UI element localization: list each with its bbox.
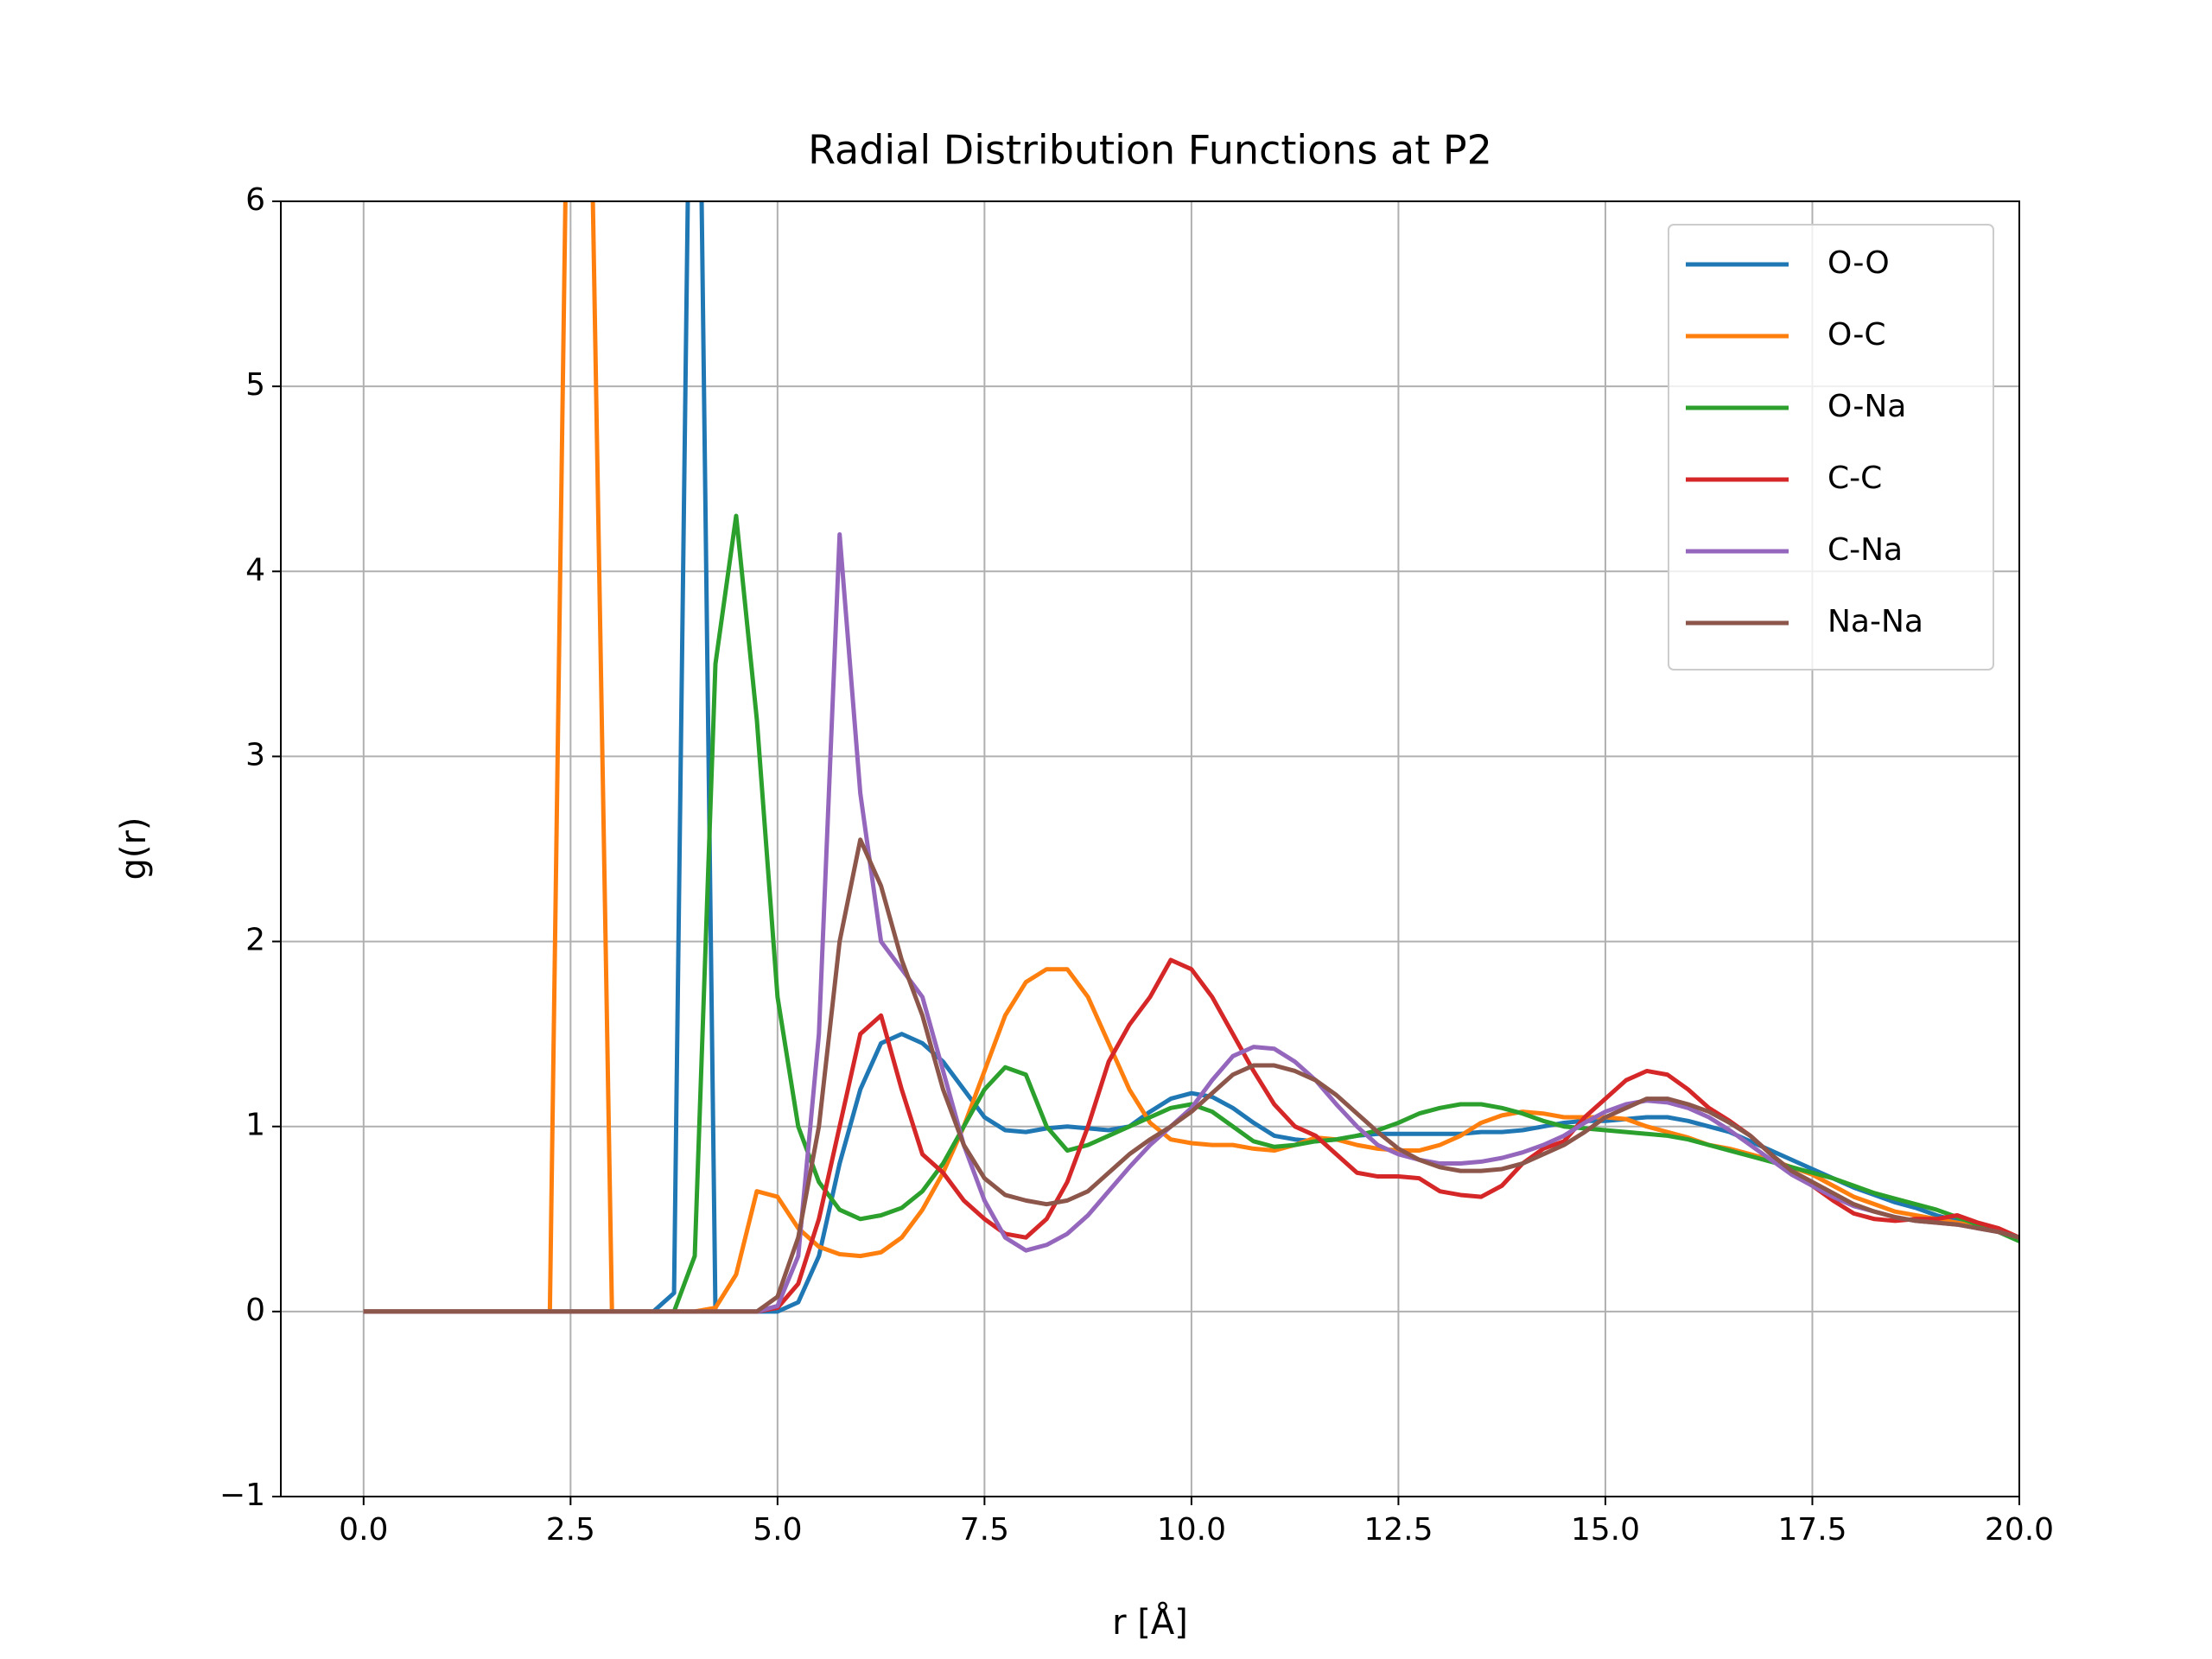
legend-label: Na-Na bbox=[1827, 604, 1923, 639]
y-tick-label: 4 bbox=[245, 552, 265, 588]
x-tick-label: 17.5 bbox=[1777, 1512, 1847, 1548]
y-tick-label: −1 bbox=[219, 1478, 265, 1513]
legend-label: O-Na bbox=[1827, 389, 1906, 424]
legend-label: O-O bbox=[1827, 245, 1890, 281]
x-tick-label: 5.0 bbox=[753, 1512, 802, 1548]
x-tick-label: 0.0 bbox=[339, 1512, 388, 1548]
plot-area bbox=[363, 201, 2019, 1314]
x-tick-label: 12.5 bbox=[1363, 1512, 1433, 1548]
chart-title: Radial Distribution Functions at P2 bbox=[808, 127, 1492, 174]
legend-label: C-C bbox=[1827, 461, 1882, 496]
axes-frame bbox=[280, 200, 2020, 1497]
x-tick-label: 7.5 bbox=[960, 1512, 1009, 1548]
legend-label: O-C bbox=[1827, 317, 1885, 353]
x-tick-label: 20.0 bbox=[1985, 1512, 2054, 1548]
x-tick-label: 15.0 bbox=[1571, 1512, 1640, 1548]
y-tick-label: 6 bbox=[245, 182, 265, 218]
x-axis-label: r [Å] bbox=[1112, 1601, 1188, 1643]
y-tick-label: 0 bbox=[245, 1293, 265, 1328]
x-tick-label: 10.0 bbox=[1157, 1512, 1226, 1548]
series-line bbox=[363, 837, 2019, 1314]
x-tick-label: 2.5 bbox=[546, 1512, 595, 1548]
y-tick-label: 1 bbox=[245, 1108, 265, 1143]
y-axis-label: g(r) bbox=[114, 817, 154, 880]
y-tick-label: 5 bbox=[245, 367, 265, 403]
legend-box bbox=[1668, 224, 1994, 671]
legend-label: C-Na bbox=[1827, 532, 1903, 568]
y-tick-label: 3 bbox=[245, 737, 265, 772]
y-tick-label: 2 bbox=[245, 923, 265, 958]
